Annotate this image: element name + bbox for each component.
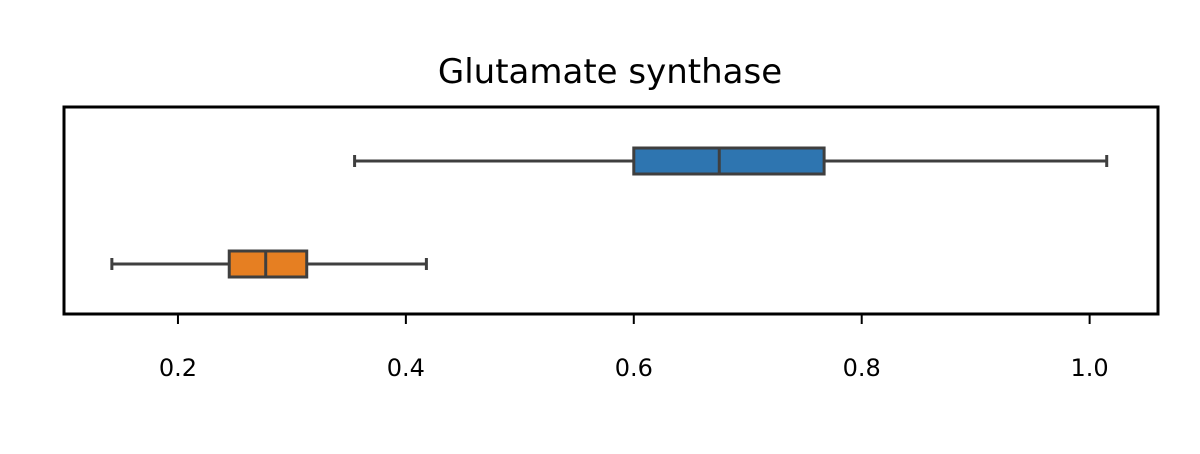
chart-title: Glutamate synthase	[438, 52, 782, 92]
box-iqr	[227, 249, 309, 279]
x-tick-label: 0.2	[159, 354, 197, 382]
box-iqr	[632, 146, 826, 176]
box-series-1	[353, 146, 1109, 176]
x-tick-label: 1.0	[1071, 354, 1109, 382]
x-tick-label: 0.8	[843, 354, 881, 382]
plot-frame	[62, 105, 1160, 316]
x-tick-label: 0.4	[387, 354, 425, 382]
plot-area	[62, 105, 1160, 316]
box-series-2	[110, 249, 428, 279]
x-tick-label: 0.6	[615, 354, 653, 382]
x-axis: 0.2 0.4 0.6 0.8 1.0	[159, 314, 1109, 382]
